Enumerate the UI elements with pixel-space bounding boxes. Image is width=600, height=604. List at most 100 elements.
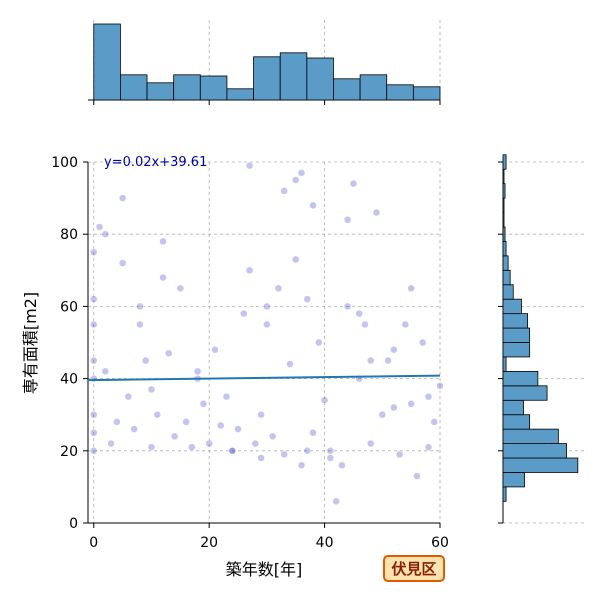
point: [407, 400, 415, 408]
point: [413, 472, 421, 480]
point: [90, 374, 98, 383]
top-hist-bar: [93, 23, 121, 101]
right-hist-bar: [502, 472, 525, 488]
point: [338, 461, 346, 469]
point: [90, 410, 98, 419]
point: [188, 443, 196, 451]
point: [326, 454, 335, 462]
top-hist-bar: [359, 74, 388, 101]
point: [367, 439, 375, 448]
point: [205, 439, 213, 448]
point: [141, 356, 150, 365]
point: [297, 169, 306, 177]
point: [118, 194, 127, 202]
point: [390, 403, 398, 412]
point: [390, 345, 398, 354]
right-hist-bar: [502, 399, 524, 416]
point: [309, 429, 317, 437]
point: [257, 454, 265, 462]
point: [430, 418, 438, 426]
badge-box: [383, 555, 445, 582]
point: [384, 356, 392, 365]
right-hist-bar: [502, 226, 506, 242]
point: [424, 392, 433, 401]
point: [228, 447, 237, 455]
point: [303, 447, 312, 455]
point: [263, 320, 271, 329]
y-axis-label: 専有面積[m2]: [21, 292, 40, 394]
point: [361, 320, 369, 329]
top-hist-bar: [253, 56, 281, 101]
y-tick-label: 40: [60, 372, 78, 388]
right-hist-bar: [502, 269, 511, 286]
point: [90, 295, 98, 303]
point: [90, 356, 98, 365]
right-hist-bar: [502, 212, 505, 228]
point: [378, 410, 387, 419]
point: [124, 392, 133, 401]
x-tick-label: 60: [431, 535, 449, 551]
top-hist-bar: [226, 88, 254, 101]
point: [257, 410, 265, 419]
point: [309, 201, 317, 210]
point: [222, 392, 231, 401]
point: [234, 425, 242, 433]
y-tick-label: 100: [51, 155, 78, 171]
point: [274, 284, 283, 293]
right-hist-bar: [502, 168, 505, 185]
point: [326, 447, 335, 455]
right-hist-bar: [502, 298, 522, 315]
right-hist-bar: [502, 428, 559, 444]
x-tick-label: 40: [316, 535, 334, 551]
right-hist-bar: [502, 356, 507, 372]
point: [315, 338, 323, 347]
point: [280, 187, 288, 195]
point: [303, 295, 312, 303]
y-tick-label: 20: [60, 444, 78, 460]
x-tick-label: 0: [89, 535, 98, 551]
right-hist-bar: [502, 443, 567, 459]
point: [211, 345, 219, 354]
point: [182, 418, 190, 426]
x-tick-label: 20: [200, 535, 218, 551]
right-hist-bar: [502, 327, 531, 343]
point: [159, 273, 167, 282]
point: [113, 418, 121, 426]
point: [424, 443, 433, 451]
top-hist-bar: [412, 86, 441, 101]
point: [107, 439, 115, 448]
point: [216, 421, 225, 430]
point: [297, 461, 306, 469]
regression-line: [87, 374, 441, 382]
right-hist-bar: [502, 385, 548, 401]
point: [193, 367, 202, 376]
point: [401, 320, 410, 329]
top-hist-bar: [306, 57, 334, 101]
point: [101, 230, 110, 238]
point: [90, 320, 98, 329]
point: [95, 223, 104, 231]
point: [240, 309, 248, 318]
point: [291, 255, 300, 264]
point: [147, 385, 156, 394]
top-hist-bar: [333, 78, 361, 101]
right-hist-bar: [502, 241, 507, 257]
right-hist-bar: [502, 255, 509, 271]
point: [418, 338, 427, 347]
point: [407, 284, 415, 293]
right-hist-bar: [502, 183, 506, 199]
point: [136, 320, 144, 329]
point: [118, 259, 127, 267]
point: [320, 396, 329, 405]
top-hist-bar: [120, 74, 148, 101]
x-axis-label: 築年数[年]: [226, 560, 303, 579]
top-hist-bar: [279, 52, 308, 101]
y-tick-label: 80: [60, 227, 78, 243]
point: [332, 497, 340, 506]
right-hist-bar: [502, 197, 505, 213]
point: [153, 410, 161, 419]
point: [372, 208, 381, 217]
point: [251, 439, 260, 448]
right-hist-bar: [502, 414, 531, 430]
